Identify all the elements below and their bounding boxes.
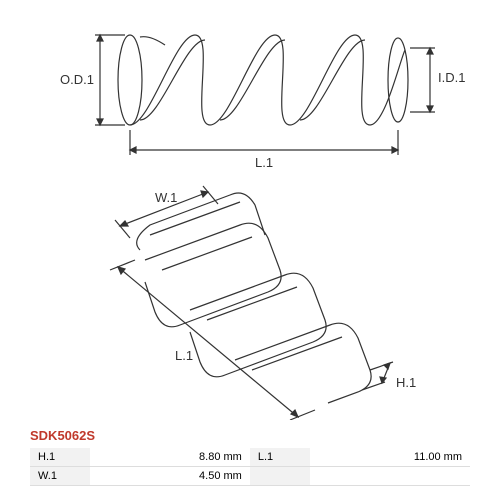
label-h1: H.1 bbox=[396, 375, 416, 390]
label-od1: O.D.1 bbox=[60, 72, 94, 87]
spec-table: H.1 8.80 mm L.1 11.00 mm W.1 4.50 mm bbox=[30, 448, 470, 486]
product-code: SDK5062S bbox=[30, 428, 95, 443]
label-id1: I.D.1 bbox=[438, 70, 465, 85]
diagram-area: O.D.1 I.D.1 L.1 W.1 L.1 H.1 bbox=[0, 0, 500, 420]
spec-l1-label: L.1 bbox=[250, 448, 310, 467]
label-l1-iso: L.1 bbox=[175, 348, 193, 363]
spec-h1-value: 8.80 mm bbox=[90, 448, 249, 467]
label-l1-top: L.1 bbox=[255, 155, 273, 170]
spring-diagrams bbox=[0, 0, 500, 420]
spec-h1-label: H.1 bbox=[30, 448, 90, 467]
label-w1: W.1 bbox=[155, 190, 177, 205]
table-row: W.1 4.50 mm bbox=[30, 467, 470, 486]
table-row: H.1 8.80 mm L.1 11.00 mm bbox=[30, 448, 470, 467]
spec-w1-value: 4.50 mm bbox=[90, 467, 249, 486]
spec-l1-value: 11.00 mm bbox=[310, 448, 470, 467]
spec-w1-label: W.1 bbox=[30, 467, 90, 486]
